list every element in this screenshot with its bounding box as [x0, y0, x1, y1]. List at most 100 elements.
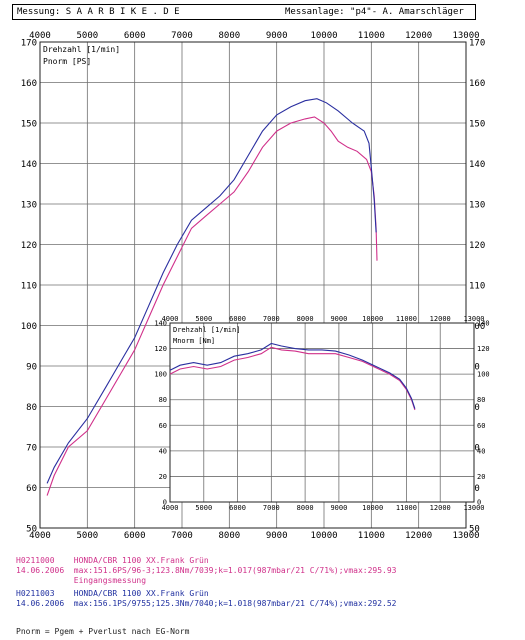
power-y-tick-label-right: 130	[469, 201, 485, 211]
power-x-tick-label-bottom: 7000	[171, 531, 193, 541]
power-y-tick-label-left: 100	[21, 322, 37, 332]
torque-y-tick-label-left: 40	[159, 447, 167, 455]
header-left: Messung: S A A R B I K E . D E	[17, 7, 180, 17]
torque-x-tick-label-bottom: 10000	[362, 504, 383, 512]
power-x-tick-label-top: 9000	[266, 31, 288, 41]
torque-x-tick-label-top: 13000	[463, 315, 484, 323]
header-bar: Messung: S A A R B I K E . D E Messanlag…	[12, 4, 476, 20]
torque-y-tick-label-right: 40	[477, 447, 485, 455]
torque-x-tick-label-bottom: 6000	[229, 504, 246, 512]
torque-x-tick-label-top: 4000	[162, 315, 179, 323]
torque-x-tick-label-bottom: 11000	[396, 504, 417, 512]
torque-x-tick-label-bottom: 7000	[263, 504, 280, 512]
power-y-tick-label-left: 70	[26, 444, 37, 454]
torque-x-tick-label-top: 10000	[362, 315, 383, 323]
torque-x-tick-label-top: 5000	[195, 315, 212, 323]
power-y-tick-label-left: 140	[21, 160, 37, 170]
torque-y-tick-label-left: 20	[159, 473, 167, 481]
power-x-tick-label-top: 11000	[358, 31, 385, 41]
power-x-tick-label-bottom: 11000	[358, 531, 385, 541]
power-x-tick-label-top: 7000	[171, 31, 193, 41]
torque-x-tick-label-bottom: 5000	[195, 504, 212, 512]
power-series-line-2	[46, 98, 377, 484]
footer-formula: Pnorm = Pgem + Pverlust nach EG-Norm	[16, 627, 190, 636]
torque-x-tick-label-bottom: 13000	[463, 504, 484, 512]
power-y-tick-label-right: 100	[469, 322, 485, 332]
power-border	[39, 41, 467, 529]
power-y-tick-label-left: 150	[21, 120, 37, 130]
power-x-tick-label-bottom: 10000	[310, 531, 337, 541]
torque-x-tick-label-top: 6000	[229, 315, 246, 323]
power-x-tick-label-top: 6000	[124, 31, 146, 41]
torque-x-tick-label-bottom: 9000	[330, 504, 347, 512]
torque-y-tick-label-left: 100	[154, 371, 167, 379]
torque-x-tick-label-top: 8000	[297, 315, 314, 323]
torque-y-tick-label-left: 140	[154, 320, 167, 328]
power-y-tick-label-right: 110	[469, 282, 485, 292]
torque-y-tick-label-right: 20	[477, 473, 485, 481]
torque-y-tick-label-right: 60	[477, 422, 485, 430]
power-y-tick-label-left: 170	[21, 39, 37, 49]
power-y-tick-label-left: 130	[21, 201, 37, 211]
power-legend-label: Drehzahl [1/min]	[43, 45, 120, 54]
power-y-tick-label-left: 60	[26, 484, 37, 494]
power-x-tick-label-top: 5000	[76, 31, 98, 41]
torque-y-tick-label-left: 60	[159, 422, 167, 430]
power-y-tick-label-right: 120	[469, 241, 485, 251]
torque-y-tick-label-right: 120	[477, 345, 490, 353]
power-x-tick-label-bottom: 4000	[29, 531, 51, 541]
torque-series-line-1	[169, 346, 416, 411]
power-x-tick-label-bottom: 13000	[452, 531, 479, 541]
power-x-tick-label-bottom: 6000	[124, 531, 146, 541]
torque-series-line-2	[169, 342, 416, 409]
torque-x-tick-label-bottom: 4000	[162, 504, 179, 512]
power-y-tick-label-left: 110	[21, 282, 37, 292]
power-y-tick-label-right: 50	[469, 525, 480, 535]
torque-legend-label: Mnorm [Nm]	[173, 337, 215, 345]
power-x-tick-label-bottom: 8000	[218, 531, 240, 541]
power-x-tick-label-top: 4000	[29, 31, 51, 41]
header-right: Messanlage: "p4"- A. Amarschläger	[285, 7, 464, 17]
power-series-line-1	[46, 116, 378, 496]
footer-run1-id: H0211000 HONDA/CBR 1100 XX.Frank Grün	[16, 556, 209, 565]
footer-run2-id: H0211003 HONDA/CBR 1100 XX.Frank Grün	[16, 589, 209, 598]
power-x-tick-label-top: 10000	[310, 31, 337, 41]
torque-y-tick-label-right: 100	[477, 371, 490, 379]
power-y-tick-label-right: 160	[469, 79, 485, 89]
power-y-tick-label-right: 150	[469, 120, 485, 130]
torque-x-tick-label-top: 7000	[263, 315, 280, 323]
power-x-tick-label-top: 8000	[218, 31, 240, 41]
torque-background	[170, 323, 474, 502]
torque-y-tick-label-right: 0	[477, 499, 481, 507]
torque-x-tick-label-bottom: 12000	[430, 504, 451, 512]
torque-legend-label: Drehzahl [1/min]	[173, 326, 240, 334]
torque-y-tick-label-right: 80	[477, 396, 485, 404]
power-x-tick-label-bottom: 5000	[76, 531, 98, 541]
torque-border	[169, 322, 475, 503]
power-legend-label: Pnorm [PS]	[43, 57, 91, 66]
torque-x-tick-label-bottom: 8000	[297, 504, 314, 512]
torque-x-tick-label-top: 11000	[396, 315, 417, 323]
power-y-tick-label-left: 90	[26, 363, 37, 373]
footer-run2-stats: 14.06.2006 max:156.1PS/9755;125.3Nm/7040…	[16, 599, 397, 608]
power-y-tick-label-right: 170	[469, 39, 485, 49]
footer-run1-stats: 14.06.2006 max:151.6PS/96-3;123.8Nm/7039…	[16, 566, 397, 575]
power-x-tick-label-top: 12000	[405, 31, 432, 41]
power-x-tick-label-top: 13000	[452, 31, 479, 41]
power-y-tick-label-left: 80	[26, 403, 37, 413]
power-y-tick-label-left: 50	[26, 525, 37, 535]
torque-y-tick-label-left: 80	[159, 396, 167, 404]
torque-y-tick-label-right: 140	[477, 320, 490, 328]
power-y-tick-label-left: 160	[21, 79, 37, 89]
torque-y-tick-label-left: 120	[154, 345, 167, 353]
footer-run1-note: Eingangsmessung	[16, 576, 147, 585]
power-y-tick-label-right: 140	[469, 160, 485, 170]
power-x-tick-label-bottom: 9000	[266, 531, 288, 541]
power-x-tick-label-bottom: 12000	[405, 531, 432, 541]
inset-plot-frame: 4000400050005000600060007000700080008000…	[154, 315, 489, 512]
power-y-tick-label-left: 120	[21, 241, 37, 251]
torque-y-tick-label-left: 0	[163, 499, 167, 507]
torque-x-tick-label-top: 9000	[330, 315, 347, 323]
torque-x-tick-label-top: 12000	[430, 315, 451, 323]
